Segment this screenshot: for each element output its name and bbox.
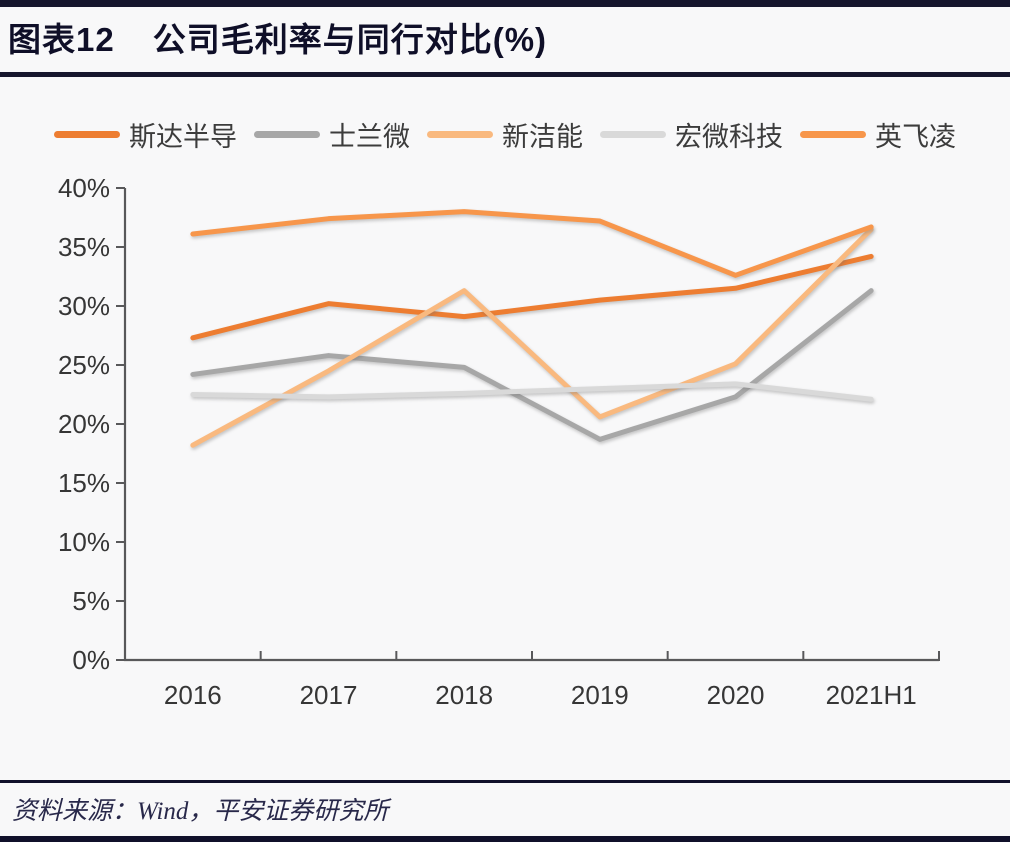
top-border	[0, 0, 1010, 7]
legend-label: 斯达半导	[129, 121, 237, 152]
x-tick-label: 2020	[707, 680, 765, 710]
legend-swatch	[54, 130, 120, 138]
legend-item-hongwei: 宏微科技	[600, 115, 783, 154]
legend-item-sida: 斯达半导	[54, 115, 237, 154]
y-tick-label: 25%	[58, 350, 110, 380]
y-tick-label: 30%	[58, 291, 110, 321]
footer-divider	[0, 780, 1010, 783]
x-tick-label: 2016	[164, 680, 222, 710]
series-line-英飞凌	[190, 209, 874, 278]
x-tick-label: 2018	[435, 680, 493, 710]
legend-label: 新洁能	[502, 121, 583, 152]
legend-item-xinjieneng: 新洁能	[427, 115, 583, 154]
legend-label: 宏微科技	[675, 121, 783, 152]
x-tick-label: 2017	[300, 680, 358, 710]
y-tick-label: 20%	[58, 409, 110, 439]
legend-swatch	[600, 130, 666, 138]
y-tick-label: 15%	[58, 468, 110, 498]
x-tick-label: 2021H1	[826, 680, 917, 710]
series-line-士兰微	[190, 288, 874, 442]
x-tick-label: 2019	[571, 680, 629, 710]
legend-label: 英飞凌	[875, 121, 956, 152]
plot-svg: 0% 5% 10% 15% 20% 25% 30% 35% 40% 2016 2017 2018 201…	[58, 173, 940, 710]
figure-title: 公司毛利率与同行对比(%)	[152, 21, 548, 58]
legend-swatch	[800, 130, 866, 138]
y-tick-label: 35%	[58, 232, 110, 262]
footer: 资料来源：Wind，平安证券研究所	[0, 780, 1010, 842]
source-note: 资料来源：Wind，平安证券研究所	[12, 798, 389, 825]
legend-swatch	[427, 130, 493, 138]
legend-label: 士兰微	[329, 121, 410, 152]
y-tick-label: 0%	[72, 645, 110, 675]
y-tick-label: 10%	[58, 527, 110, 557]
series-line-新洁能	[190, 226, 874, 448]
series-line-宏微科技	[190, 381, 874, 402]
legend-swatch	[254, 130, 320, 138]
figure-header: 图表12 公司毛利率与同行对比(%)	[0, 7, 1010, 72]
y-tick-label: 40%	[58, 173, 110, 203]
y-tick-label: 5%	[72, 586, 110, 616]
legend-item-silan: 士兰微	[254, 115, 410, 154]
figure-label: 图表12	[8, 21, 115, 58]
bottom-border	[0, 836, 1010, 842]
series-line-斯达半导	[190, 253, 874, 341]
header-divider	[0, 72, 1010, 77]
chart-legend: 斯达半导 士兰微 新洁能 宏微科技 英飞凌	[0, 115, 1010, 154]
legend-item-yingfeiling: 英飞凌	[800, 115, 956, 154]
gross-margin-line-chart: 斯达半导 士兰微 新洁能 宏微科技 英飞凌 0% 5% 10% 15% 20% 25% 30…	[0, 117, 1010, 723]
